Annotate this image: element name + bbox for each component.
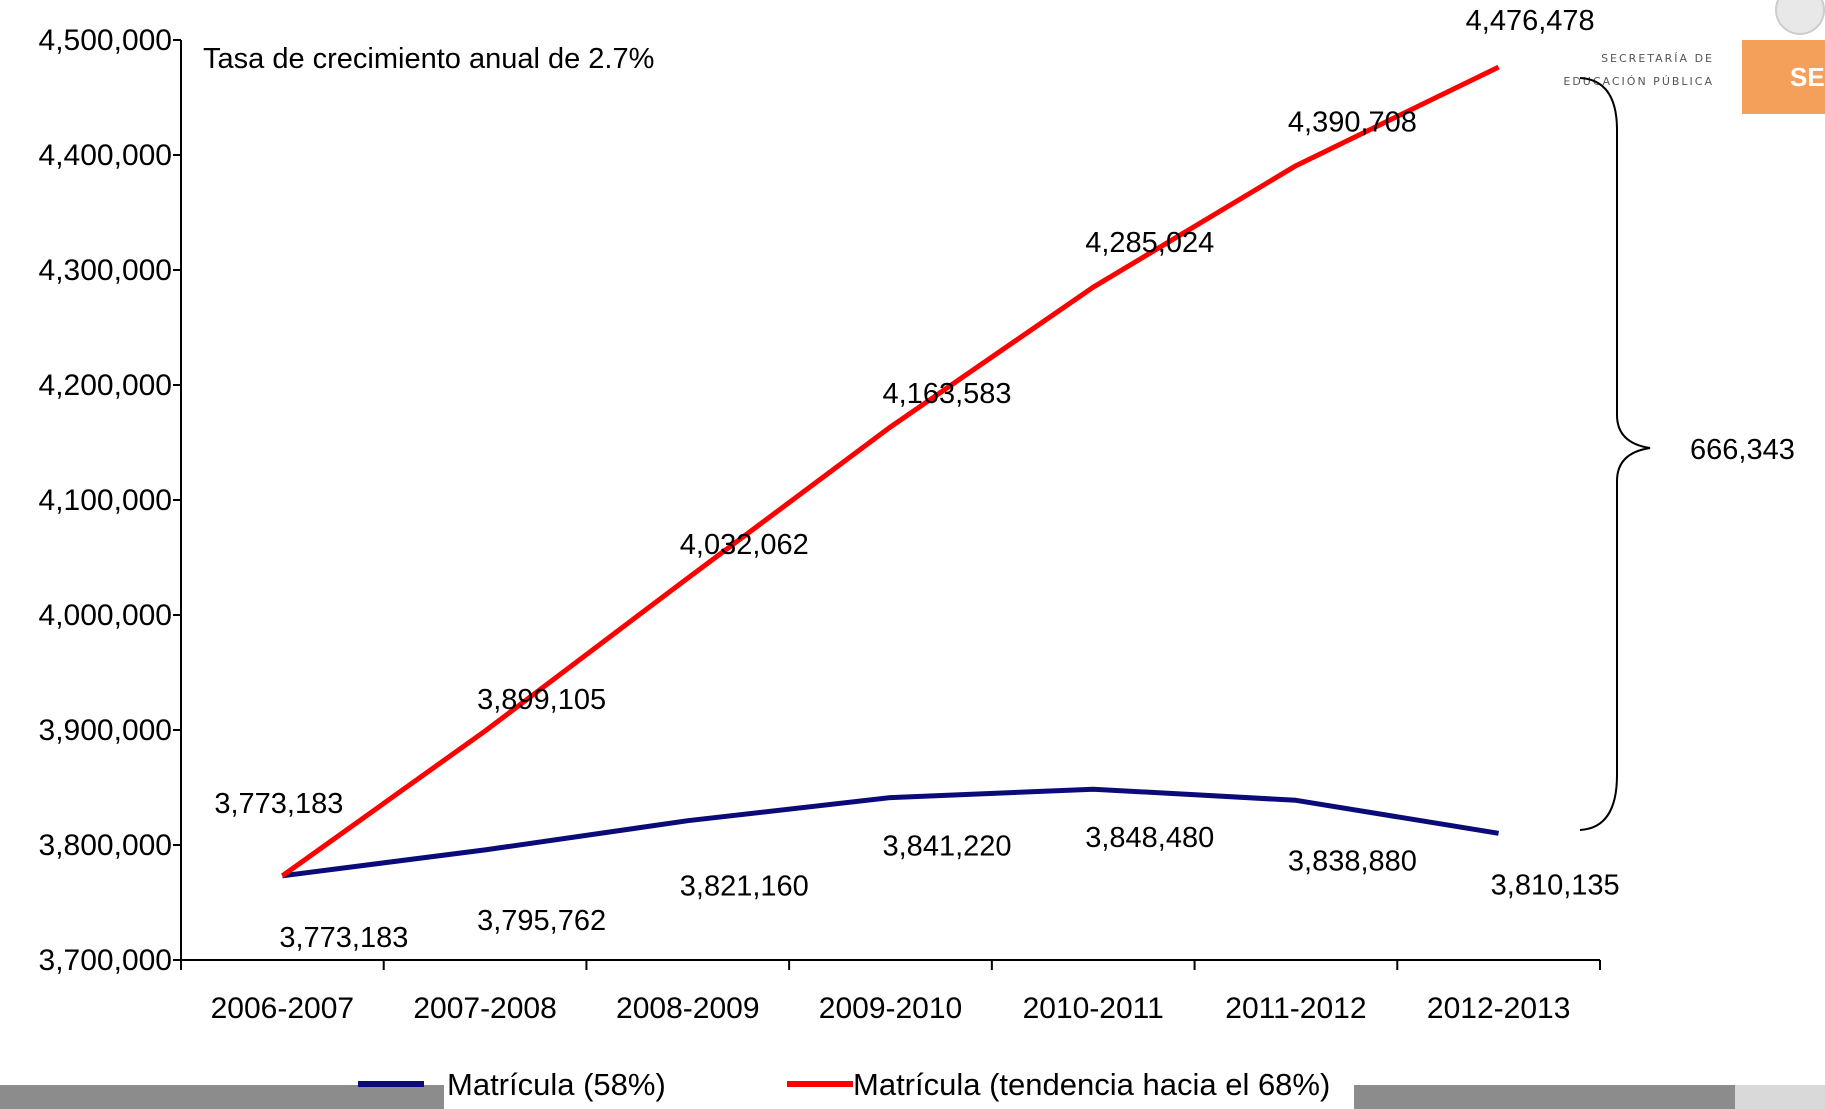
y-tick-label: 4,000,000 — [39, 599, 172, 632]
footer-bar-highlight — [1735, 1085, 1825, 1109]
x-tick-label: 2008-2009 — [616, 992, 759, 1025]
series-lines — [280, 64, 1500, 879]
logo-line2: EDUCACIÓN PÚBLICA — [1563, 75, 1714, 88]
x-tick-label: 2006-2007 — [211, 992, 354, 1025]
y-tick-label: 4,500,000 — [39, 24, 172, 57]
y-tick-label: 4,400,000 — [39, 139, 172, 172]
x-tick-label: 2009-2010 — [819, 992, 962, 1025]
growth-rate-annotation: Tasa de crecimiento anual de 2.7% — [203, 43, 654, 75]
y-tick-label: 4,200,000 — [39, 369, 172, 402]
series-line-0 — [282, 786, 1500, 879]
logo-abbr: SE — [1790, 62, 1825, 92]
y-axis: 3,700,000 3,800,000 3,900,000 4,000,000 4,10… — [39, 24, 182, 977]
x-tick-label: 2010-2011 — [1023, 992, 1164, 1025]
data-label-matricula-58: 3,795,762 — [477, 905, 606, 937]
legend-label-matricula-58: Matrícula (58%) — [447, 1067, 666, 1102]
data-labels: 3,773,183 3,795,762 3,821,160 3,841,220 3,84… — [214, 5, 1619, 954]
y-tick-label: 4,300,000 — [39, 254, 172, 287]
data-label-matricula-58: 3,848,480 — [1085, 822, 1214, 854]
sep-logo: SECRETARÍA DE EDUCACIÓN PÚBLICA SE — [1563, 0, 1825, 114]
data-label-matricula-68: 4,476,478 — [1466, 5, 1595, 37]
x-tick-label: 2007-2008 — [413, 992, 556, 1025]
difference-brace — [1579, 77, 1651, 831]
data-label-matricula-58: 3,841,220 — [883, 831, 1012, 863]
data-label-matricula-68: 4,032,062 — [680, 529, 809, 561]
data-label-matricula-58: 3,838,880 — [1288, 845, 1417, 877]
series-line-1 — [280, 64, 1500, 878]
data-label-matricula-68: 4,163,583 — [883, 378, 1012, 410]
logo-orange-block — [1742, 40, 1825, 114]
legend-backdrop — [444, 1070, 1354, 1109]
x-axis: 2006-2007 2007-2008 2008-2009 2009-2010 2010… — [180, 959, 1601, 1025]
difference-annotation: 666,343 — [1690, 434, 1795, 466]
legend-label-matricula-68: Matrícula (tendencia hacia el 68%) — [853, 1067, 1330, 1102]
data-label-matricula-58: 3,810,135 — [1491, 869, 1620, 901]
logo-line1: SECRETARÍA DE — [1601, 52, 1714, 65]
legend: Matrícula (58%) Matrícula (tendencia hac… — [358, 1067, 1330, 1102]
y-tick-label: 3,900,000 — [39, 714, 172, 747]
x-tick-label: 2011-2012 — [1225, 992, 1366, 1025]
y-tick-label: 3,800,000 — [39, 829, 172, 862]
logo-seal — [1775, 0, 1825, 35]
data-label-matricula-58: 3,773,183 — [279, 922, 408, 954]
data-label-matricula-68: 3,773,183 — [214, 788, 343, 820]
data-label-matricula-68: 3,899,105 — [477, 684, 606, 716]
data-label-matricula-58: 3,821,160 — [680, 871, 809, 903]
y-tick-label: 4,100,000 — [39, 484, 172, 517]
x-tick-label: 2012-2013 — [1427, 992, 1570, 1025]
data-label-matricula-68: 4,390,708 — [1288, 107, 1417, 139]
y-tick-label: 3,700,000 — [39, 944, 172, 977]
data-label-matricula-68: 4,285,024 — [1085, 227, 1214, 259]
